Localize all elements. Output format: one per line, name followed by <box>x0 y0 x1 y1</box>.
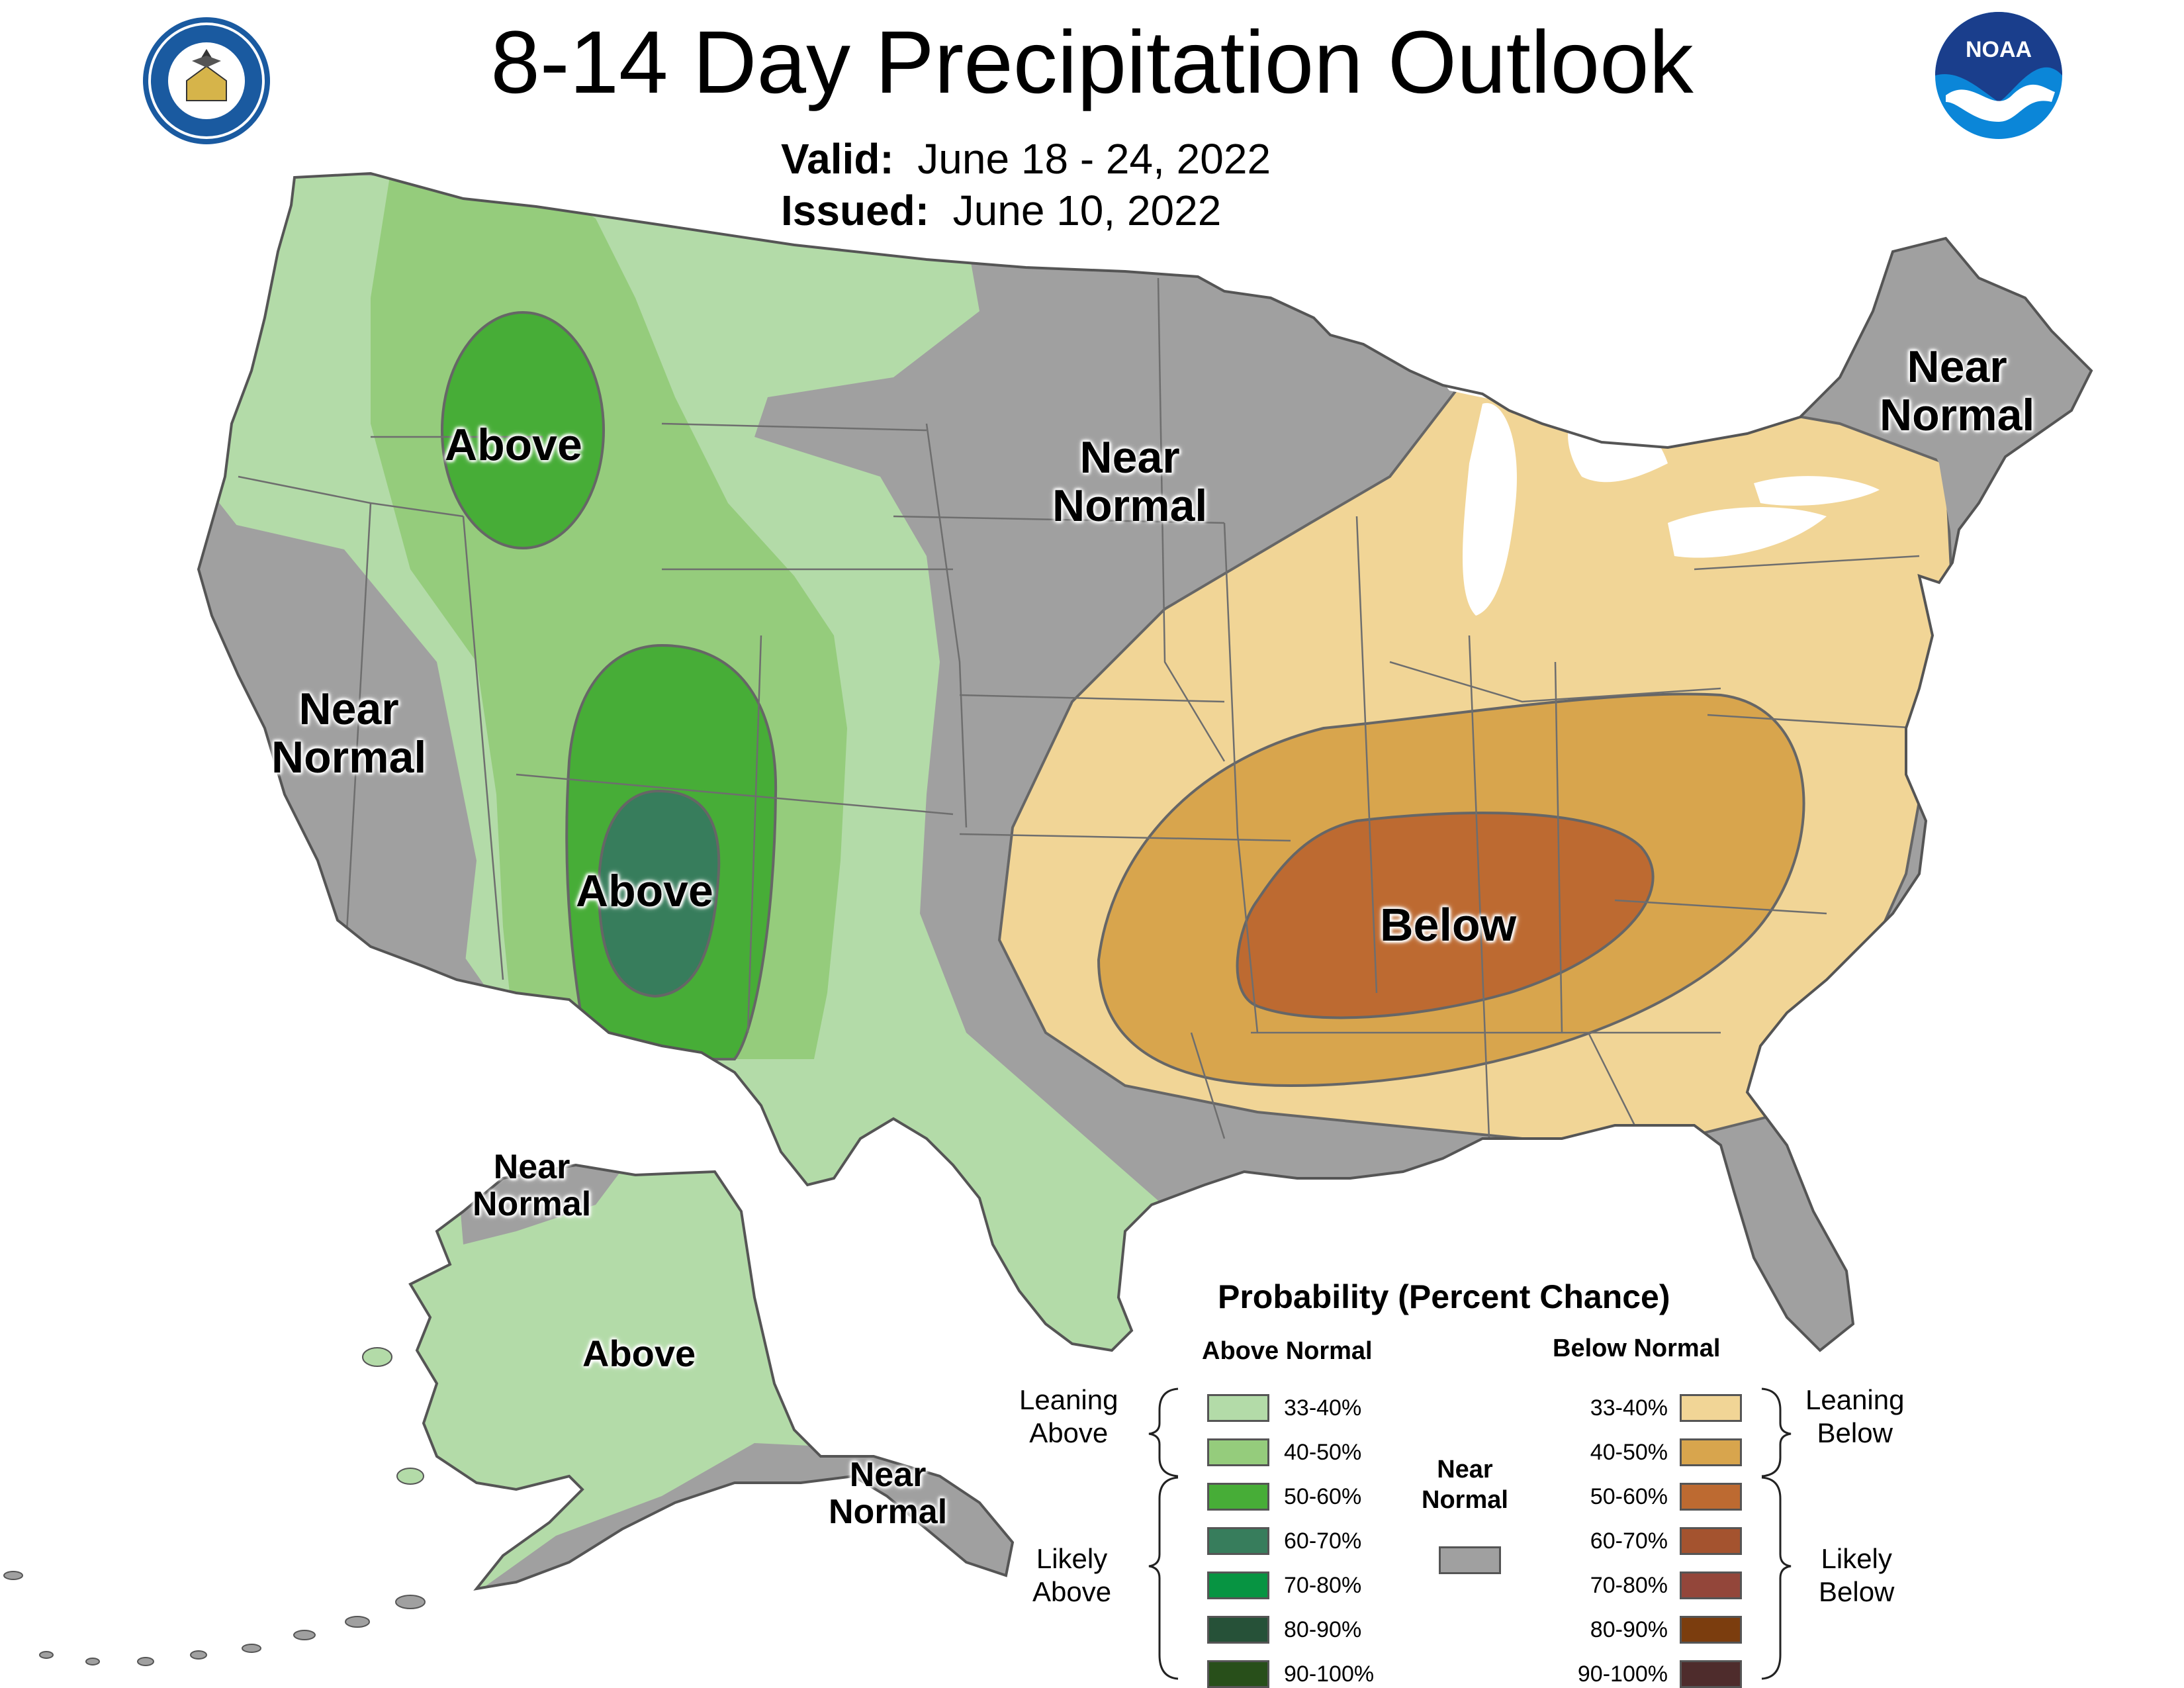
legend-near-normal-swatch <box>1439 1546 1501 1574</box>
map-label-alaska-south-near-normal: Near Normal <box>829 1456 947 1530</box>
legend-below-range: 33-40% <box>1590 1395 1668 1421</box>
department-of-commerce-seal-icon <box>143 17 270 144</box>
map-label-text: Normal <box>271 732 427 783</box>
legend-below-range: 90-100% <box>1577 1662 1668 1687</box>
legend-above-swatch <box>1207 1527 1269 1555</box>
legend-below-swatch <box>1680 1438 1742 1466</box>
legend-above-swatch <box>1207 1438 1269 1466</box>
map-label-west-near-normal: Near Normal <box>271 684 427 783</box>
map-label-text: Near <box>298 684 399 734</box>
legend-leaning-below-label: Leaning Below <box>1805 1383 1904 1450</box>
legend-below-swatch <box>1680 1660 1742 1688</box>
legend-leaning-above-label: Leaning Above <box>1019 1383 1118 1450</box>
legend-below-swatch <box>1680 1483 1742 1511</box>
noaa-logo-icon: NOAA <box>1935 12 2062 139</box>
valid-dates: Valid: June 18 - 24, 2022 <box>781 136 1271 182</box>
map-label-text: Near <box>849 1456 927 1494</box>
map-label-northwest-above: Above <box>445 420 582 470</box>
legend-above-range: 40-50% <box>1284 1440 1362 1465</box>
legend-above-range: 80-90% <box>1284 1617 1362 1642</box>
legend-title: Probability (Percent Chance) <box>1218 1278 1670 1315</box>
map-label-southeast-below: Below <box>1380 899 1517 951</box>
noaa-logo-text: NOAA <box>1966 37 2032 62</box>
map-label-northeast-near-normal: Near Normal <box>1880 342 2035 441</box>
legend-below-swatch <box>1680 1616 1742 1644</box>
legend-caption-text: Near <box>1437 1456 1493 1483</box>
page-title: 8-14 Day Precipitation Outlook <box>490 13 1694 112</box>
legend-below-range: 70-80% <box>1590 1573 1668 1598</box>
legend-near-normal-label: Near Normal <box>1422 1455 1508 1515</box>
legend-caption-text: Likely <box>1821 1543 1892 1574</box>
map-label-text: Normal <box>1880 390 2035 441</box>
map-label-alaska-north-near-normal: Near Normal <box>473 1149 591 1223</box>
legend-below-swatch <box>1680 1527 1742 1555</box>
legend-above-range: 70-80% <box>1284 1573 1362 1598</box>
legend-above-range: 90-100% <box>1284 1662 1375 1687</box>
legend-caption-text: Leaning <box>1019 1384 1118 1415</box>
legend-above-range: 33-40% <box>1284 1395 1362 1421</box>
legend-caption-text: Likely <box>1036 1543 1108 1574</box>
legend-below-swatch <box>1680 1394 1742 1422</box>
legend-caption-text: Leaning <box>1805 1384 1905 1415</box>
issued-value: June 10, 2022 <box>952 187 1222 234</box>
map-label-text: Near <box>1907 342 2007 392</box>
legend-above-header: Above Normal <box>1202 1337 1373 1365</box>
issued-date: Issued: June 10, 2022 <box>781 187 1221 234</box>
legend-above-swatch <box>1207 1660 1269 1688</box>
map-label-text: Normal <box>829 1493 948 1532</box>
map-label-text: Near <box>493 1148 570 1186</box>
legend-likely-above-label: Likely Above <box>1032 1542 1111 1609</box>
issued-label: Issued: <box>781 187 930 234</box>
legend-caption-text: Below <box>1817 1417 1893 1449</box>
legend-likely-below-label: Likely Below <box>1819 1542 1894 1609</box>
legend-above-range: 60-70% <box>1284 1528 1362 1554</box>
legend-above-swatch <box>1207 1616 1269 1644</box>
legend-below-header: Below Normal <box>1553 1335 1721 1362</box>
legend-caption-text: Above <box>1029 1417 1109 1449</box>
map-label-text: Normal <box>1052 481 1208 532</box>
map-label-text: Near <box>1079 432 1180 483</box>
legend-below-range: 50-60% <box>1590 1484 1668 1509</box>
valid-value: June 18 - 24, 2022 <box>917 135 1271 183</box>
legend-above-swatch <box>1207 1571 1269 1599</box>
map-label-text: Normal <box>473 1185 592 1224</box>
legend-above-swatch <box>1207 1394 1269 1422</box>
legend-below-range: 80-90% <box>1590 1617 1668 1642</box>
legend-below-swatch <box>1680 1571 1742 1599</box>
valid-label: Valid: <box>781 135 894 183</box>
legend-caption-text: Normal <box>1422 1485 1508 1514</box>
legend-below-range: 40-50% <box>1590 1440 1668 1465</box>
legend-above-range: 50-60% <box>1284 1484 1362 1509</box>
legend-below-range: 60-70% <box>1590 1528 1668 1554</box>
map-label-alaska-above: Above <box>582 1333 696 1374</box>
legend-caption-text: Above <box>1032 1576 1112 1608</box>
map-label-plains-near-normal: Near Normal <box>1052 432 1208 532</box>
legend-above-swatch <box>1207 1483 1269 1511</box>
legend-caption-text: Below <box>1819 1576 1895 1608</box>
map-label-southwest-above: Above <box>576 866 713 916</box>
